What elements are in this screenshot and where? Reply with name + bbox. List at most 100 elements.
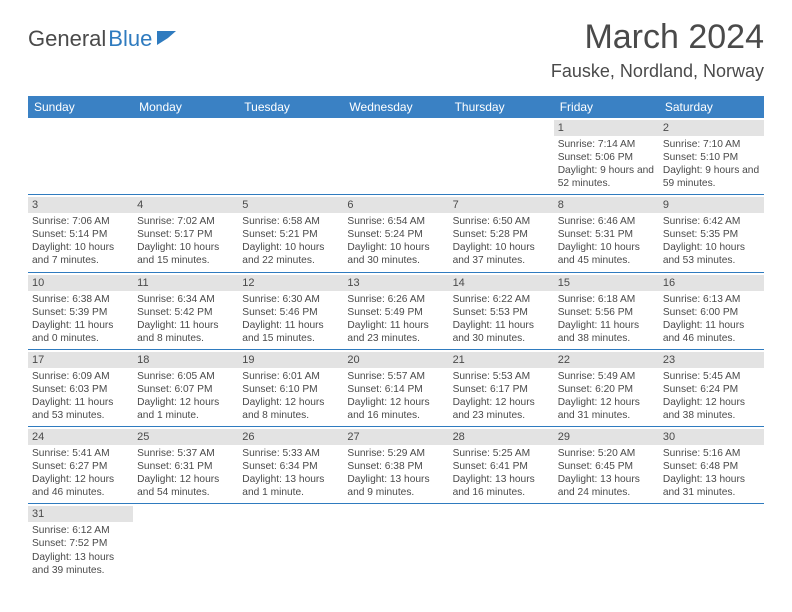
day-header-cell: Thursday — [449, 96, 554, 118]
day-number: 12 — [238, 275, 343, 291]
sunrise-line: Sunrise: 6:12 AM — [32, 524, 129, 537]
sunrise-line: Sunrise: 5:49 AM — [558, 370, 655, 383]
day-header-cell: Wednesday — [343, 96, 448, 118]
logo-text-general: General — [28, 26, 106, 52]
day-content: Sunrise: 6:58 AMSunset: 5:21 PMDaylight:… — [242, 215, 339, 267]
day-number: 6 — [343, 197, 448, 213]
daylight-line: Daylight: 13 hours and 16 minutes. — [453, 473, 550, 499]
sunrise-line: Sunrise: 6:01 AM — [242, 370, 339, 383]
day-content: Sunrise: 7:02 AMSunset: 5:17 PMDaylight:… — [137, 215, 234, 267]
day-content: Sunrise: 7:10 AMSunset: 5:10 PMDaylight:… — [663, 138, 760, 190]
day-cell — [343, 504, 448, 580]
sunrise-line: Sunrise: 6:26 AM — [347, 293, 444, 306]
day-content: Sunrise: 6:38 AMSunset: 5:39 PMDaylight:… — [32, 293, 129, 345]
day-content: Sunrise: 6:22 AMSunset: 5:53 PMDaylight:… — [453, 293, 550, 345]
day-number: 11 — [133, 275, 238, 291]
sunrise-line: Sunrise: 6:42 AM — [663, 215, 760, 228]
sunrise-line: Sunrise: 6:30 AM — [242, 293, 339, 306]
day-cell: 31Sunrise: 6:12 AMSunset: 7:52 PMDayligh… — [28, 504, 133, 580]
day-number: 18 — [133, 352, 238, 368]
day-cell: 16Sunrise: 6:13 AMSunset: 6:00 PMDayligh… — [659, 273, 764, 349]
sunset-line: Sunset: 6:10 PM — [242, 383, 339, 396]
sunrise-line: Sunrise: 6:13 AM — [663, 293, 760, 306]
calendar: SundayMondayTuesdayWednesdayThursdayFrid… — [28, 96, 764, 581]
day-content: Sunrise: 5:25 AMSunset: 6:41 PMDaylight:… — [453, 447, 550, 499]
daylight-line: Daylight: 11 hours and 23 minutes. — [347, 319, 444, 345]
day-cell: 26Sunrise: 5:33 AMSunset: 6:34 PMDayligh… — [238, 427, 343, 503]
title-block: March 2024 Fauske, Nordland, Norway — [551, 18, 764, 88]
sunset-line: Sunset: 5:06 PM — [558, 151, 655, 164]
sunrise-line: Sunrise: 5:20 AM — [558, 447, 655, 460]
daylight-line: Daylight: 13 hours and 1 minute. — [242, 473, 339, 499]
daylight-line: Daylight: 11 hours and 46 minutes. — [663, 319, 760, 345]
daylight-line: Daylight: 11 hours and 30 minutes. — [453, 319, 550, 345]
day-header-cell: Tuesday — [238, 96, 343, 118]
day-cell: 3Sunrise: 7:06 AMSunset: 5:14 PMDaylight… — [28, 195, 133, 271]
daylight-line: Daylight: 11 hours and 8 minutes. — [137, 319, 234, 345]
week-row: 10Sunrise: 6:38 AMSunset: 5:39 PMDayligh… — [28, 273, 764, 350]
day-cell — [449, 118, 554, 194]
day-number: 24 — [28, 429, 133, 445]
sunrise-line: Sunrise: 6:22 AM — [453, 293, 550, 306]
sunrise-line: Sunrise: 5:29 AM — [347, 447, 444, 460]
day-cell: 13 Sunrise: 6:26 AMSunset: 5:49 PMDayligh… — [343, 273, 448, 349]
day-number: 22 — [554, 352, 659, 368]
day-number: 21 — [449, 352, 554, 368]
page-title: March 2024 — [551, 18, 764, 57]
sunset-line: Sunset: 5:39 PM — [32, 306, 129, 319]
sunset-line: Sunset: 5:49 PM — [347, 306, 444, 319]
sunrise-line: Sunrise: 5:16 AM — [663, 447, 760, 460]
day-content: Sunrise: 5:20 AMSunset: 6:45 PMDaylight:… — [558, 447, 655, 499]
day-number: 9 — [659, 197, 764, 213]
day-number: 30 — [659, 429, 764, 445]
day-number: 7 — [449, 197, 554, 213]
day-cell — [343, 118, 448, 194]
sunrise-line: Sunrise: 5:53 AM — [453, 370, 550, 383]
sunset-line: Sunset: 5:10 PM — [663, 151, 760, 164]
sunset-line: Sunset: 6:00 PM — [663, 306, 760, 319]
day-cell: 8Sunrise: 6:46 AMSunset: 5:31 PMDaylight… — [554, 195, 659, 271]
sunset-line: Sunset: 5:42 PM — [137, 306, 234, 319]
day-content: Sunrise: 6:05 AMSunset: 6:07 PMDaylight:… — [137, 370, 234, 422]
week-row: 3Sunrise: 7:06 AMSunset: 5:14 PMDaylight… — [28, 195, 764, 272]
day-cell: 24Sunrise: 5:41 AMSunset: 6:27 PMDayligh… — [28, 427, 133, 503]
daylight-line: Daylight: 10 hours and 7 minutes. — [32, 241, 129, 267]
daylight-line: Daylight: 9 hours and 59 minutes. — [663, 164, 760, 190]
sunset-line: Sunset: 6:03 PM — [32, 383, 129, 396]
sunset-line: Sunset: 5:53 PM — [453, 306, 550, 319]
daylight-line: Daylight: 11 hours and 0 minutes. — [32, 319, 129, 345]
day-number: 10 — [28, 275, 133, 291]
sunset-line: Sunset: 5:17 PM — [137, 228, 234, 241]
day-content: Sunrise: 7:14 AMSunset: 5:06 PMDaylight:… — [558, 138, 655, 190]
day-number: 15 — [554, 275, 659, 291]
sunrise-line: Sunrise: 6:46 AM — [558, 215, 655, 228]
day-header-cell: Sunday — [28, 96, 133, 118]
sunset-line: Sunset: 6:48 PM — [663, 460, 760, 473]
day-cell — [449, 504, 554, 580]
day-number: 2 — [659, 120, 764, 136]
day-cell: 11 Sunrise: 6:34 AMSunset: 5:42 PMDayligh… — [133, 273, 238, 349]
day-number: 13 — [343, 275, 448, 291]
sunset-line: Sunset: 6:24 PM — [663, 383, 760, 396]
day-number: 4 — [133, 197, 238, 213]
sunrise-line: Sunrise: 6:18 AM — [558, 293, 655, 306]
sunrise-line: Sunrise: 5:33 AM — [242, 447, 339, 460]
sunset-line: Sunset: 6:14 PM — [347, 383, 444, 396]
day-header-cell: Friday — [554, 96, 659, 118]
day-content: Sunrise: 5:16 AMSunset: 6:48 PMDaylight:… — [663, 447, 760, 499]
day-cell: 22Sunrise: 5:49 AMSunset: 6:20 PMDayligh… — [554, 350, 659, 426]
day-content: Sunrise: 7:06 AMSunset: 5:14 PMDaylight:… — [32, 215, 129, 267]
week-row: 24Sunrise: 5:41 AMSunset: 6:27 PMDayligh… — [28, 427, 764, 504]
day-content: Sunrise: 6:30 AMSunset: 5:46 PMDaylight:… — [242, 293, 339, 345]
day-content: Sunrise: 6:50 AMSunset: 5:28 PMDaylight:… — [453, 215, 550, 267]
day-cell: 21 Sunrise: 5:53 AMSunset: 6:17 PMDayligh… — [449, 350, 554, 426]
day-content: Sunrise: 6:12 AMSunset: 7:52 PMDaylight:… — [32, 524, 129, 576]
sunset-line: Sunset: 5:24 PM — [347, 228, 444, 241]
sunset-line: Sunset: 6:41 PM — [453, 460, 550, 473]
week-row: 1Sunrise: 7:14 AMSunset: 5:06 PMDaylight… — [28, 118, 764, 195]
day-content: Sunrise: 6:34 AMSunset: 5:42 PMDaylight:… — [137, 293, 234, 345]
daylight-line: Daylight: 10 hours and 37 minutes. — [453, 241, 550, 267]
day-number: 27 — [343, 429, 448, 445]
sunrise-line: Sunrise: 6:38 AM — [32, 293, 129, 306]
day-content: Sunrise: 5:53 AMSunset: 6:17 PMDaylight:… — [453, 370, 550, 422]
